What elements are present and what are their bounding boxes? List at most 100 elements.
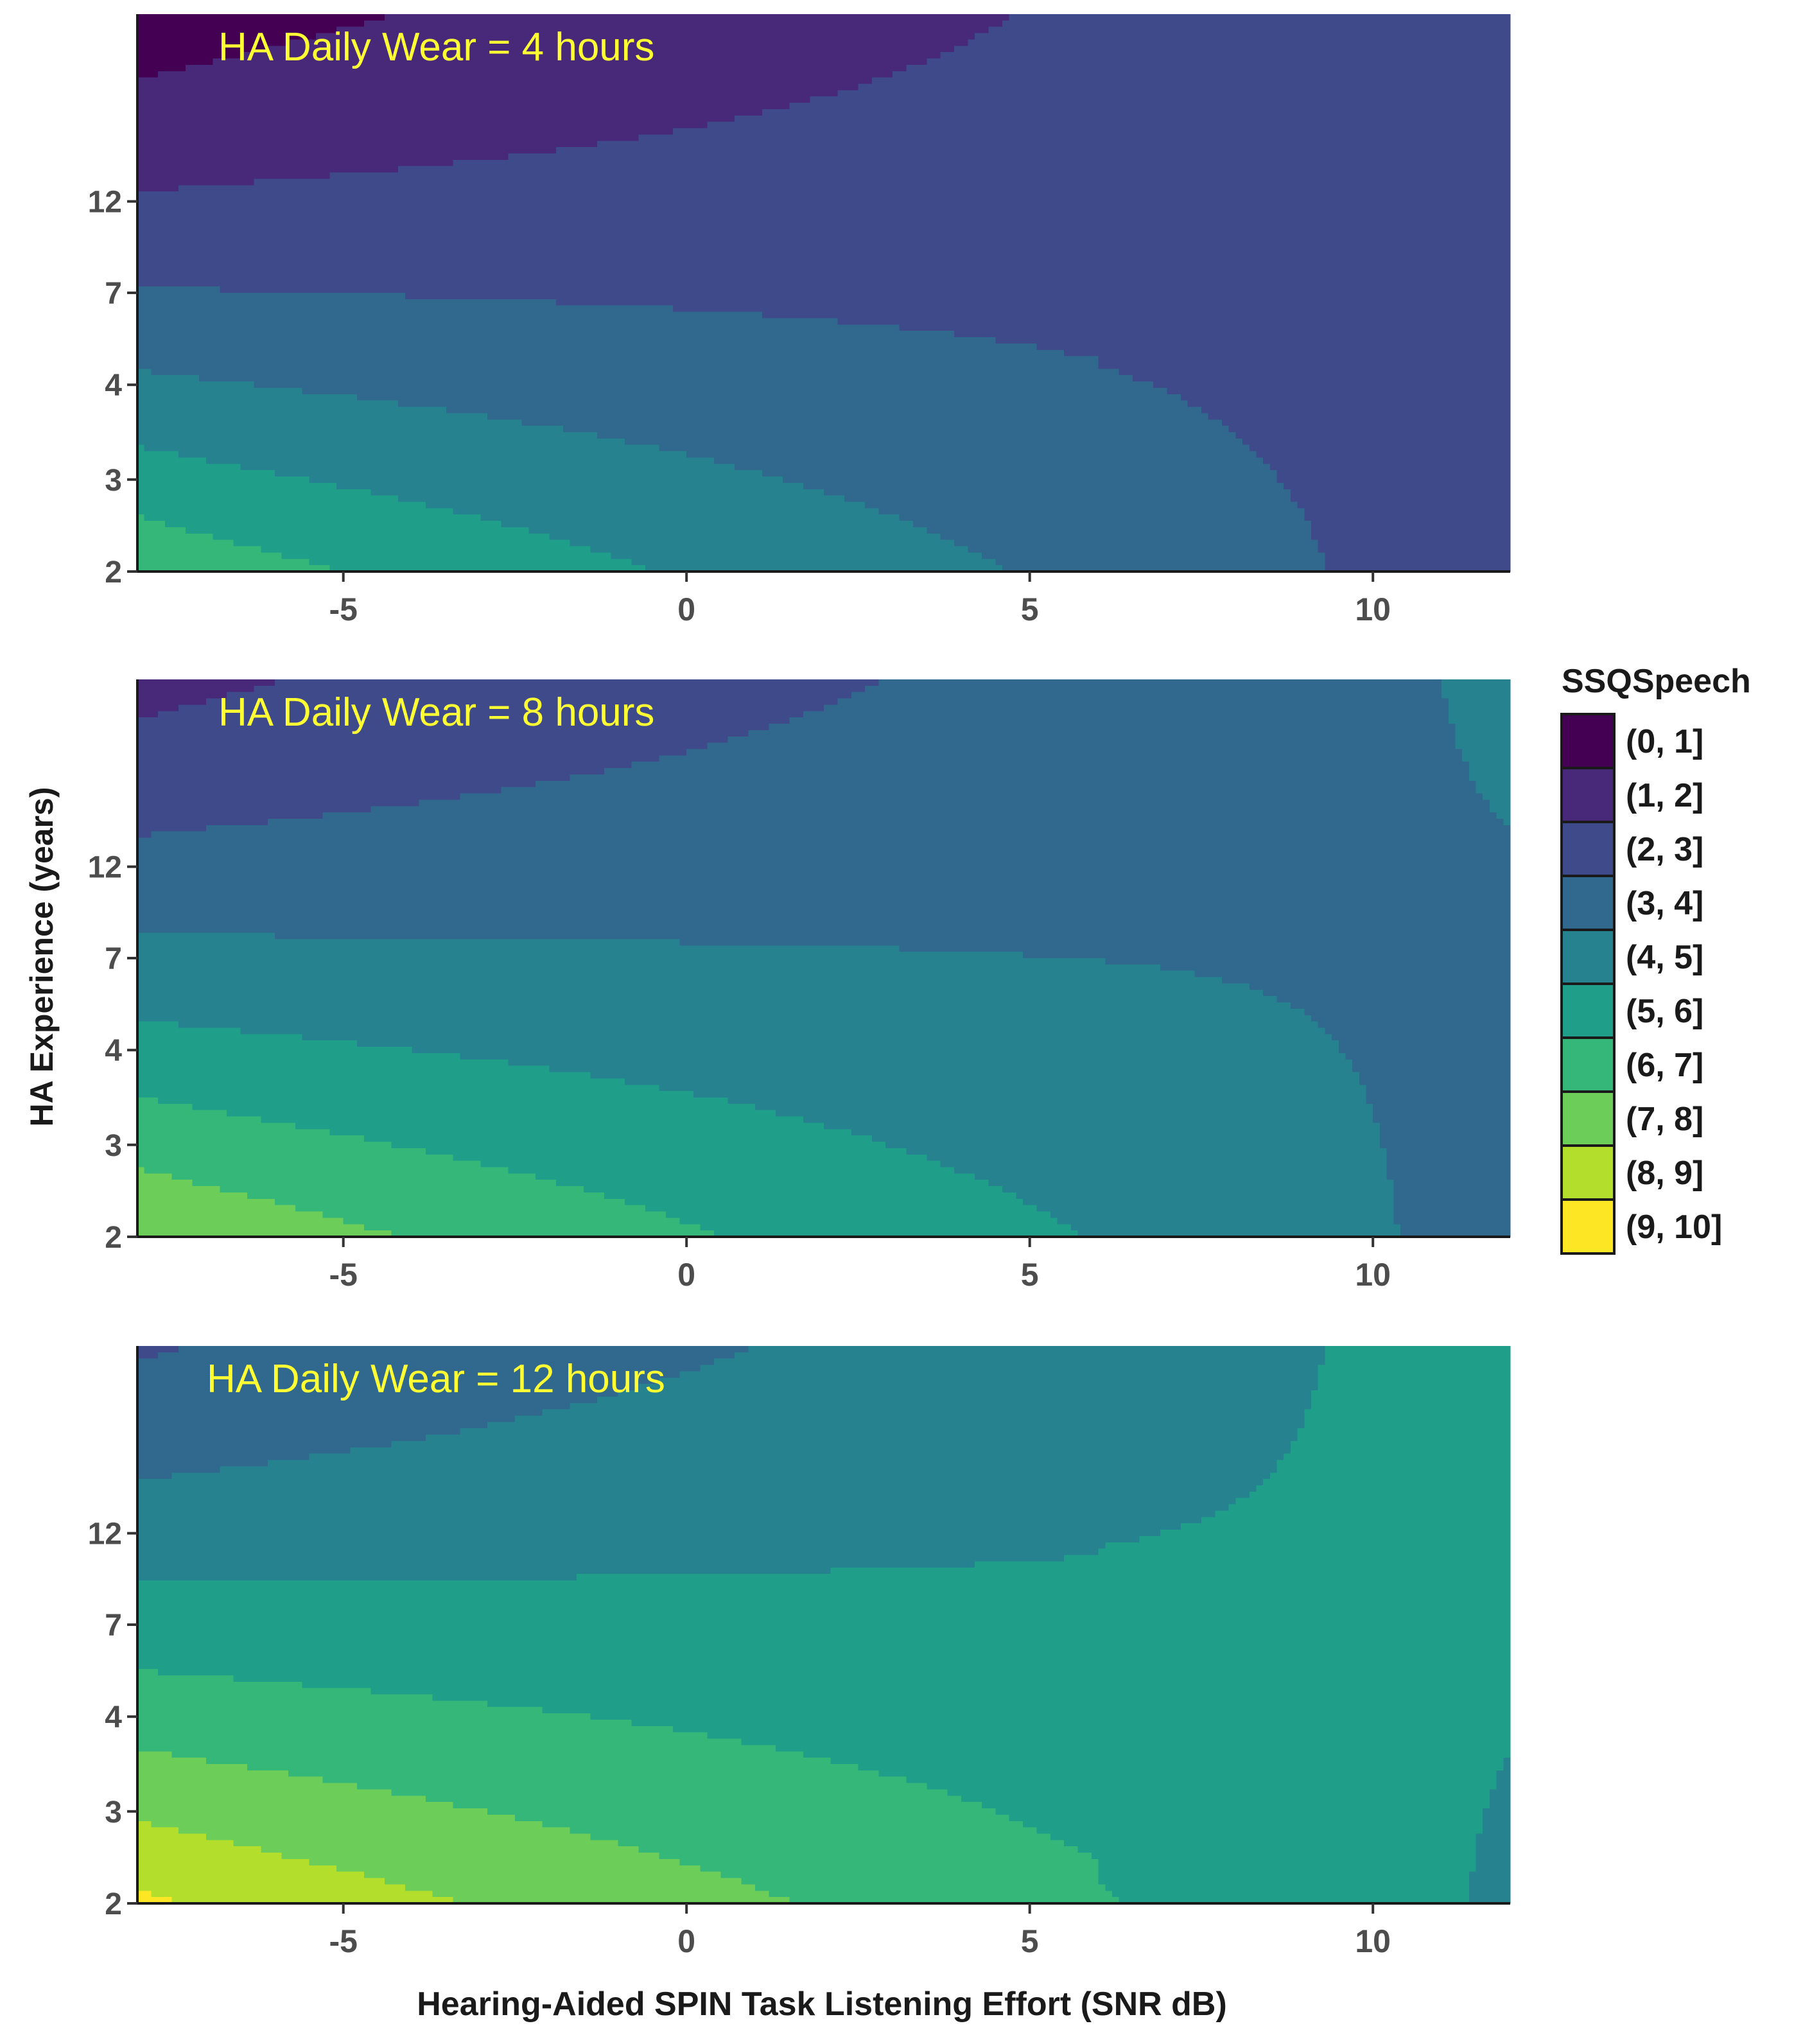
contour-cell [384,14,1010,21]
contour-cell [137,482,337,490]
contour-cell [542,1409,1305,1417]
contour-cell [137,1694,433,1701]
contour-cell [391,1789,948,1796]
contour-cell [137,546,262,554]
contour-cell [137,1224,365,1231]
contour-cell [137,26,337,34]
y-tick-label: 4 [105,1700,122,1734]
contour-cell [659,1085,1367,1092]
contour-cell [1468,1884,1511,1891]
y-tick-label: 7 [105,277,122,311]
contour-cell [1180,394,1511,401]
contour-cell [988,26,1511,34]
legend-key [1560,983,1616,1039]
contour-cell [1442,692,1511,699]
contour-cell [762,470,1278,477]
contour-cell [137,850,1511,857]
contour-cell [137,1008,1305,1016]
contour-cell [254,381,1154,389]
y-tick-label: 12 [88,186,122,220]
contour-cell [137,1681,303,1689]
contour-cell [288,1770,880,1778]
contour-cell [954,1167,1388,1174]
contour-cell [762,109,1511,116]
contour-cell [137,1377,660,1385]
contour-cell [803,1116,1373,1124]
contour-cell [137,121,708,129]
contour-cell [1064,349,1511,357]
contour-cell [137,1160,482,1168]
contour-cell [837,318,1511,325]
contour-cell [398,166,1511,173]
contour-cell [137,1568,832,1575]
contour-cell [261,546,591,554]
contour-cell [179,1346,749,1353]
contour-cell [137,1656,1511,1663]
contour-cell [137,1663,1511,1670]
legend-label: (4, 5] [1626,939,1703,976]
contour-cell [1476,1858,1511,1866]
contour-cell [1448,698,1511,706]
contour-cell [1379,1142,1511,1149]
contour-cell [570,1402,1312,1410]
x-tick-label: 5 [1021,1257,1039,1293]
contour-cell [611,552,982,559]
contour-cell [137,115,735,123]
contour-cell [357,394,1181,401]
contour-cell [137,1764,248,1771]
contour-cell [1023,952,1511,959]
contour-cell [137,1548,1099,1556]
contour-cell [137,489,372,496]
contour-cell [1503,1764,1511,1771]
legend-label: (1, 2] [1626,777,1703,814]
contour-cell [254,179,1511,186]
contour-cell [137,1586,1511,1594]
contour-field [137,14,1511,572]
contour-cell [1448,717,1511,724]
contour-cell [185,527,529,534]
contour-cell [137,1561,975,1568]
contour-cell [769,724,1456,731]
contour-cell [185,64,907,72]
contour-cell [871,77,1511,85]
contour-cell [137,343,1037,351]
contour-cell [460,793,1483,801]
panel-annotation: HA Daily Wear = 8 hours [218,690,654,735]
contour-cell [137,1719,632,1727]
contour-cell [137,1688,372,1695]
contour-cell [1462,749,1511,756]
contour-cell [391,1440,1291,1448]
legend-label: (5, 6] [1626,993,1703,1030]
contour-cell [398,495,845,503]
contour-cell [927,1783,1497,1790]
contour-cell [1290,1447,1511,1454]
contour-cell [1318,1021,1511,1029]
contour-cell [1304,514,1511,521]
contour-cell [1304,1422,1511,1429]
contour-cell [1462,755,1511,762]
contour-cell [624,1078,1360,1085]
contour-cell [1304,508,1511,515]
contour-cell [858,83,1511,91]
contour-cell [137,1700,488,1708]
contour-cell [137,787,502,794]
contour-cell [1167,387,1511,395]
contour-cell [137,527,186,534]
legend-title: SSQSpeech [1562,663,1751,700]
contour-cell [363,1135,873,1142]
y-axis-title: HA Experience (years) [24,787,60,1127]
contour-cell [1160,1530,1511,1537]
contour-cell [137,1085,660,1092]
contour-cell [137,1897,173,1904]
contour-cell [1057,1218,1394,1225]
contour-cell [679,1371,1319,1378]
contour-cell [137,210,1511,218]
contour-cell [137,837,1511,845]
contour-cell [1325,1352,1511,1359]
contour-cell [137,1732,708,1740]
contour-cell [1483,793,1511,801]
contour-cell [1064,1555,1511,1562]
contour-cell [995,1808,1483,1815]
contour-cell [137,1650,1511,1657]
contour-cell [1489,1795,1511,1803]
